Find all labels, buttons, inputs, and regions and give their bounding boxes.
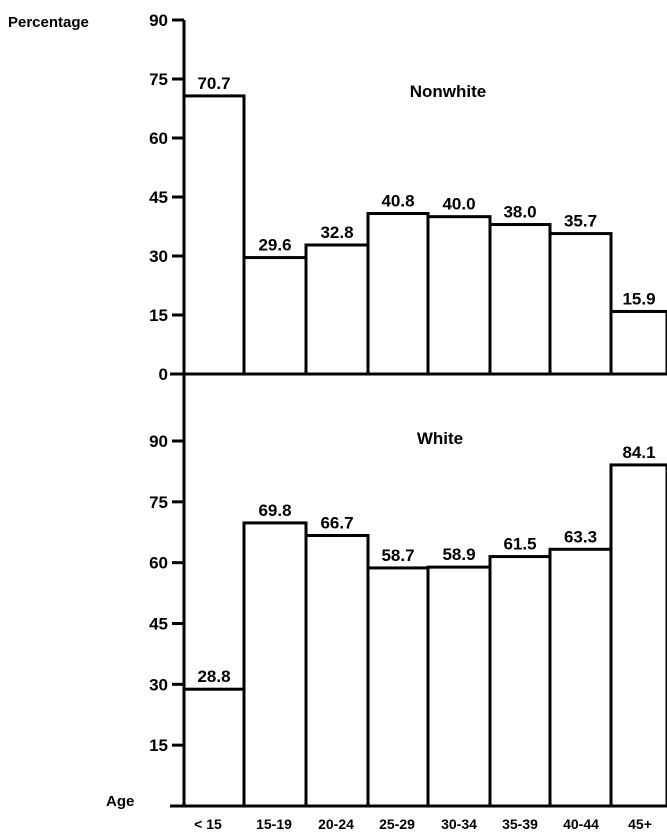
x-tick-label: 40-44 [563, 816, 599, 832]
bar [242, 521, 308, 808]
bar [242, 256, 308, 376]
panel-title-white: White [417, 429, 463, 448]
bar-value-label: 35.7 [564, 212, 597, 231]
y-tick-label: 30 [149, 247, 168, 266]
bar-value-label: 58.9 [442, 545, 475, 564]
x-tick-label: 15-19 [256, 816, 292, 832]
y-tick-label: 0 [159, 365, 168, 384]
bar-value-label: 61.5 [503, 535, 536, 554]
bar-value-label: 38.0 [503, 203, 536, 222]
bar [304, 243, 370, 376]
bar [548, 232, 613, 376]
y-tick-label: 15 [149, 736, 168, 755]
x-axis-title: Age [106, 793, 134, 810]
bar-value-label: 15.9 [622, 289, 655, 308]
bar [304, 533, 370, 808]
x-tick-label: 35-39 [502, 816, 538, 832]
panel-title-nonwhite: Nonwhite [410, 82, 487, 101]
bar [182, 94, 246, 376]
y-tick-label: 15 [149, 306, 168, 325]
bar-value-label: 40.8 [381, 192, 414, 211]
x-tick-label: 20-24 [318, 816, 354, 832]
bar-value-label: 29.6 [258, 236, 291, 255]
x-tick-label: 25-29 [379, 816, 415, 832]
bar [488, 555, 552, 808]
y-tick-label: 45 [149, 188, 168, 207]
bar [488, 223, 552, 376]
bar [548, 547, 613, 808]
bar [366, 212, 430, 376]
y-tick-label: 75 [149, 70, 168, 89]
y-tick-label: 90 [149, 432, 168, 451]
x-tick-label: 45+ [628, 816, 652, 832]
bar-value-label: 28.8 [197, 667, 230, 686]
bar-value-label: 63.3 [564, 527, 597, 546]
bar [366, 566, 430, 808]
y-tick-label: 60 [149, 129, 168, 148]
bar-value-label: 69.8 [258, 501, 291, 520]
bar-value-label: 58.7 [381, 546, 414, 565]
y-tick-label: 90 [149, 11, 168, 30]
y-tick-label: 30 [149, 675, 168, 694]
bar [182, 687, 246, 808]
y-tick-label: 45 [149, 615, 168, 634]
bar-value-label: 40.0 [442, 195, 475, 214]
x-tick-label: 30-34 [441, 816, 477, 832]
bar [426, 565, 492, 808]
bar-value-label: 84.1 [622, 443, 655, 462]
y-tick-label: 60 [149, 554, 168, 573]
bar-value-label: 32.8 [320, 223, 353, 242]
y-tick-label: 75 [149, 493, 168, 512]
y-axis-title: Percentage [8, 14, 89, 31]
bar-value-label: 66.7 [320, 513, 353, 532]
bar [609, 309, 667, 376]
bar [609, 463, 667, 808]
bar [426, 215, 492, 376]
bar-value-label: 70.7 [197, 74, 230, 93]
x-tick-label: < 15 [194, 816, 222, 832]
